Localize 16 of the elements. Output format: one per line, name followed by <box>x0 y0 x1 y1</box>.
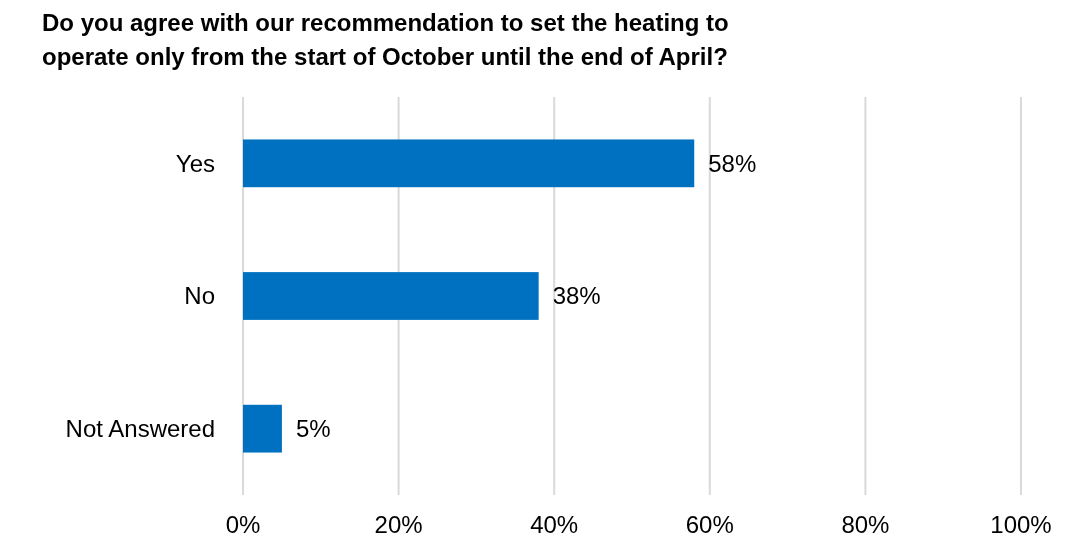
data-label: 5% <box>295 415 331 443</box>
data-label: 38% <box>552 282 601 310</box>
data-label: 58% <box>708 149 757 177</box>
y-tick-label: Not Answered <box>65 415 215 443</box>
x-tick-label: 60% <box>685 511 734 538</box>
x-tick-label: 0% <box>225 511 261 538</box>
bar <box>243 404 282 453</box>
x-tick-label: 100% <box>990 511 1052 538</box>
y-tick-label: Yes <box>175 149 215 177</box>
bar <box>243 272 539 320</box>
x-tick-label: 40% <box>530 511 579 538</box>
chart-title: Do you agree with our recommendation to set the heating to operate only from the start of October until the end of April? <box>42 9 729 70</box>
bar <box>243 139 695 188</box>
x-tick-label: 20% <box>374 511 423 538</box>
y-tick-label: No <box>184 282 215 310</box>
x-tick-label: 80% <box>841 511 890 538</box>
